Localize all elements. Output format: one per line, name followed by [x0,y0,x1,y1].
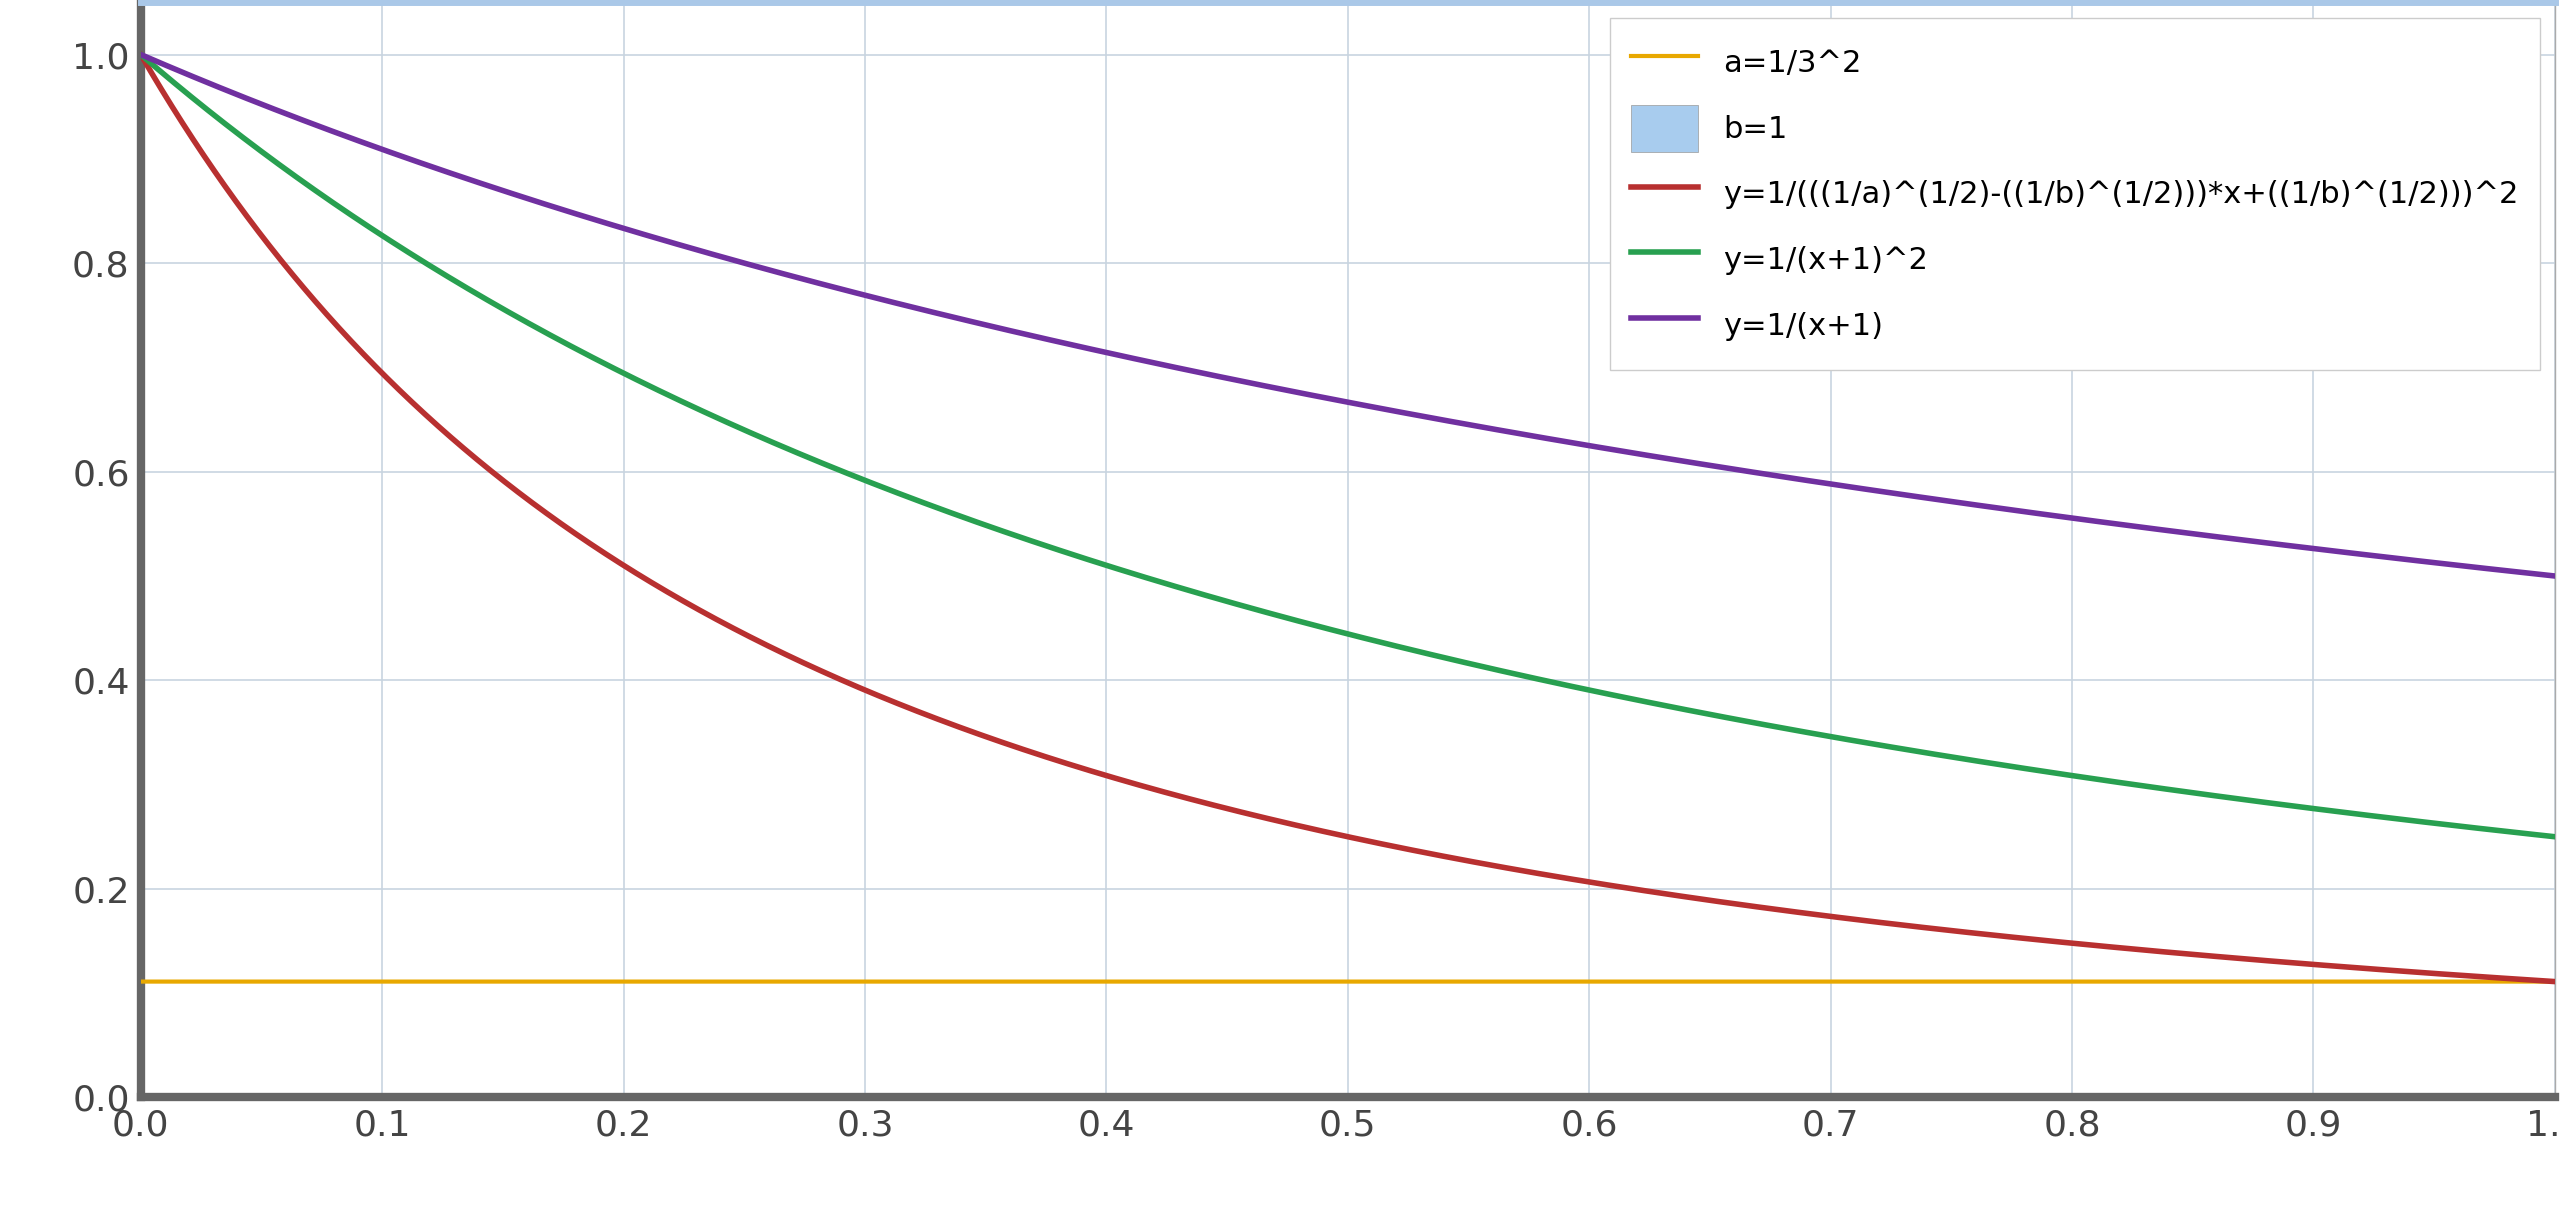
y=1/(x+1) [402,154,433,169]
y=1/(x+1)^2 [2491,824,2522,838]
y=1/(x+1)^2 [1155,578,1185,592]
y=1/(x+1) [545,201,576,216]
a=1/3^2 [2540,974,2560,989]
Line: y=1/(x+1)^2: y=1/(x+1)^2 [141,54,2555,837]
a=1/3^2 [402,974,433,989]
Line: y=1/(x+1): y=1/(x+1) [141,54,2555,576]
y=1/(((1/a)^(1/2)-((1/b)^(1/2)))*x+((1/b)^(1/2)))^2 [2540,974,2560,989]
y=1/(x+1) [125,47,156,62]
a=1/3^2 [2491,974,2522,989]
y=1/(((1/a)^(1/2)-((1/b)^(1/2)))*x+((1/b)^(1/2)))^2 [1052,756,1083,771]
y=1/(x+1) [2540,569,2560,584]
y=1/(((1/a)^(1/2)-((1/b)^(1/2)))*x+((1/b)^(1/2)))^2 [1155,786,1185,801]
Legend: a=1/3^2, b=1, y=1/(((1/a)^(1/2)-((1/b)^(1/2)))*x+((1/b)^(1/2)))^2, y=1/(x+1)^2, : a=1/3^2, b=1, y=1/(((1/a)^(1/2)-((1/b)^(… [1610,18,2540,370]
y=1/(x+1) [2491,563,2522,578]
a=1/3^2 [1155,974,1185,989]
y=1/(x+1) [2232,533,2263,548]
y=1/(x+1)^2 [2232,792,2263,807]
y=1/(x+1)^2 [125,47,156,62]
a=1/3^2 [545,974,576,989]
y=1/(x+1) [1052,336,1083,351]
y=1/(((1/a)^(1/2)-((1/b)^(1/2)))*x+((1/b)^(1/2)))^2 [2232,952,2263,966]
y=1/(x+1)^2 [402,250,433,264]
a=1/3^2 [125,974,156,989]
a=1/3^2 [1052,974,1083,989]
Line: y=1/(((1/a)^(1/2)-((1/b)^(1/2)))*x+((1/b)^(1/2)))^2: y=1/(((1/a)^(1/2)-((1/b)^(1/2)))*x+((1/b… [141,54,2555,982]
a=1/3^2 [2232,974,2263,989]
y=1/(x+1)^2 [2540,830,2560,844]
y=1/(x+1)^2 [1052,545,1083,560]
y=1/(x+1) [1155,359,1185,374]
y=1/(((1/a)^(1/2)-((1/b)^(1/2)))*x+((1/b)^(1/2)))^2 [402,399,433,414]
y=1/(x+1)^2 [545,333,576,347]
y=1/(((1/a)^(1/2)-((1/b)^(1/2)))*x+((1/b)^(1/2)))^2 [2491,971,2522,985]
y=1/(((1/a)^(1/2)-((1/b)^(1/2)))*x+((1/b)^(1/2)))^2 [545,515,576,529]
y=1/(((1/a)^(1/2)-((1/b)^(1/2)))*x+((1/b)^(1/2)))^2 [125,47,156,62]
